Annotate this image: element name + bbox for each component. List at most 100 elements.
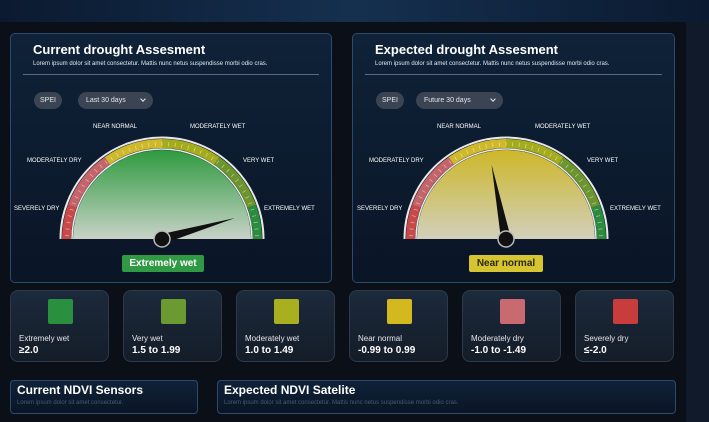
period-dropdown-label: Future 30 days — [424, 97, 471, 104]
gauge-tick — [71, 202, 76, 205]
gauge-tick — [210, 156, 214, 161]
divider — [23, 74, 319, 75]
category-range: 1.0 to 1.49 — [245, 345, 294, 356]
gauge-tick — [85, 179, 89, 183]
right-edge-strip — [686, 22, 709, 422]
gauge-tick — [193, 147, 196, 152]
category-card-severely-dry: Severely dry ≤-2.0 — [575, 290, 674, 362]
gauge-segment — [558, 157, 600, 208]
index-pill[interactable]: SPEI — [376, 92, 404, 109]
gauge-needle — [160, 218, 236, 244]
gauge-tick — [594, 208, 599, 211]
category-card-near-normal: Near normal -0.99 to 0.99 — [349, 290, 448, 362]
gauge-tick — [77, 190, 82, 193]
gauge-segment — [214, 157, 256, 208]
gauge-tick — [250, 208, 255, 211]
category-label: Near normal — [358, 334, 403, 343]
gauge-tick — [554, 156, 558, 161]
current-drought-title: Current drought Assesment — [33, 42, 206, 57]
category-swatch — [387, 299, 412, 324]
gauge-tick — [122, 150, 125, 155]
category-card-extremely-wet: Extremely wet ≥2.0 — [10, 290, 109, 362]
category-label: Moderately dry — [471, 334, 524, 343]
period-dropdown[interactable]: Last 30 days — [78, 92, 153, 109]
period-dropdown-label: Last 30 days — [86, 97, 126, 104]
gauge-tick — [238, 184, 243, 188]
gauge-label-severely-dry: SEVERELY DRY — [14, 206, 59, 212]
gauge-tick — [242, 190, 247, 193]
gauge-ticks — [409, 142, 603, 237]
gauge-label-severely-dry: SEVERELY DRY — [357, 206, 402, 212]
gauge-tick — [74, 196, 79, 199]
gauge-tick — [226, 168, 230, 173]
top-bar — [0, 0, 709, 22]
gauge-tick — [448, 160, 452, 164]
gauge-tick — [148, 142, 150, 147]
category-swatch — [613, 299, 638, 324]
gauge-inner-rim — [71, 148, 253, 240]
gauge-tick — [460, 153, 463, 158]
gauge-tick — [560, 160, 564, 164]
gauge-label-moderately-wet: MODERATELY WET — [190, 124, 246, 130]
gauge-tick — [216, 160, 220, 164]
category-label: Very wet — [132, 334, 163, 343]
gauge-label-extremely-wet: EXTREMELY WET — [610, 206, 661, 212]
gauge-tick — [549, 153, 552, 158]
gauge-tick — [438, 168, 442, 173]
gauge-tick — [141, 144, 144, 149]
gauge-tick — [187, 145, 190, 150]
gauge-tick — [413, 208, 418, 211]
gauge-tick — [524, 144, 527, 149]
gauge-tick — [253, 221, 258, 224]
period-dropdown[interactable]: Future 30 days — [416, 92, 503, 109]
gauge-inner-rim — [415, 148, 597, 240]
category-swatch — [500, 299, 525, 324]
gauge-tick — [454, 156, 458, 161]
gauge-tick — [205, 153, 208, 158]
ndvi-sensors-panel: Current NDVI Sensors Lorem ipsum dolor s… — [10, 380, 198, 414]
status-badge: Extremely wet — [122, 255, 204, 272]
gauge-tick — [235, 179, 239, 183]
gauge-tick — [199, 150, 202, 155]
gauge-tick — [89, 173, 94, 178]
gauge-rim — [59, 136, 265, 240]
gauge-tick — [69, 208, 74, 211]
gauge-tick — [518, 142, 520, 147]
gauge-tick — [410, 221, 415, 224]
gauge-tick — [230, 173, 235, 178]
status-badge: Near normal — [469, 255, 543, 272]
gauge-hub — [497, 230, 515, 248]
chevron-down-icon — [490, 96, 496, 102]
gauge-tick — [570, 168, 574, 173]
gauge-rim — [403, 136, 609, 240]
category-card-very-wet: Very wet 1.5 to 1.99 — [123, 290, 222, 362]
gauge-tick — [586, 190, 591, 193]
category-range: 1.5 to 1.99 — [132, 345, 181, 356]
expected-gauge: SEVERELY DRY MODERATELY DRY NEAR NORMAL … — [357, 124, 661, 248]
gauge-tick — [415, 202, 420, 205]
ndvi-satellite-panel: Expected NDVI Satelite Lorem ipsum dolor… — [217, 380, 676, 414]
gauge-tick — [531, 145, 534, 150]
gauge-tick — [589, 196, 594, 199]
gauge-tick — [418, 196, 423, 199]
gauge-segment — [412, 157, 454, 208]
gauge-label-moderately-wet: MODERATELY WET — [535, 124, 591, 130]
gauge-tick — [492, 142, 494, 147]
gauge-tick — [248, 202, 253, 205]
divider — [365, 74, 662, 75]
index-pill[interactable]: SPEI — [34, 92, 62, 109]
gauge-label-near-normal: NEAR NORMAL — [93, 124, 138, 130]
ndvi-satellite-subtitle: Lorem ipsum dolor sit amet consectetur. … — [224, 400, 459, 406]
gauge-tick — [429, 179, 433, 183]
gauge-tick — [579, 179, 583, 183]
gauge-fill — [417, 150, 595, 239]
gauge-tick — [582, 184, 587, 188]
gauge-tick — [596, 215, 601, 217]
gauge-label-moderately-dry: MODERATELY DRY — [369, 158, 424, 164]
category-range: -1.0 to -1.49 — [471, 345, 527, 356]
gauge-hub — [153, 230, 171, 248]
category-range: ≤-2.0 — [584, 345, 607, 356]
expected-drought-panel: Expected drought Assesment Lorem ipsum d… — [352, 33, 675, 283]
gauge-ticks — [65, 142, 259, 237]
gauge-tick — [245, 196, 250, 199]
